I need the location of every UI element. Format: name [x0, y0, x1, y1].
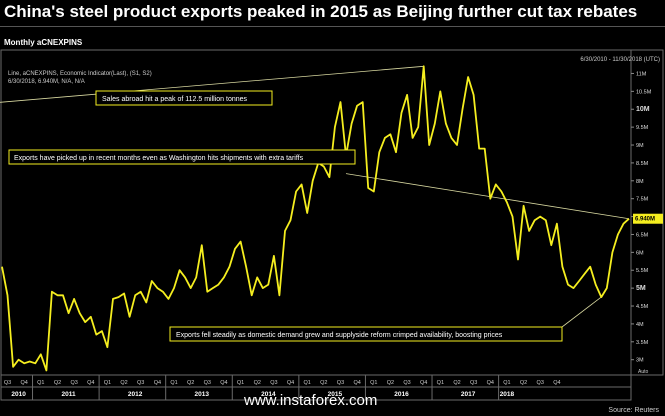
x-quarter-label: Q1	[503, 380, 510, 386]
x-quarter-label: Q4	[220, 380, 227, 386]
y-tick-label: 6.5M	[636, 232, 649, 238]
y-tick-label: 7.5M	[636, 197, 649, 203]
annotation-recent-text: Exports have picked up in recent months …	[14, 155, 304, 162]
x-quarter-label: Q4	[487, 380, 494, 386]
y-tick-label: 9M	[636, 143, 644, 149]
y-tick-label: 10.5M	[636, 89, 652, 95]
source-credit: Source: Reuters	[608, 407, 659, 414]
x-quarter-label: Q1	[304, 380, 311, 386]
x-quarter-label: Q4	[154, 380, 161, 386]
y-tick-label: 9.5M	[636, 125, 649, 131]
x-quarter-label: Q3	[4, 380, 11, 386]
series-line-aCNEXPINS	[1, 65, 630, 372]
x-quarter-label: Q2	[187, 380, 194, 386]
x-quarter-label: Q1	[237, 380, 244, 386]
annotation-peak-text: Sales abroad hit a peak of 112.5 million…	[102, 96, 248, 103]
x-quarter-label: Q1	[104, 380, 111, 386]
y-tick-label: 8.5M	[636, 161, 649, 167]
x-year-label: 2012	[128, 391, 143, 398]
date-range: 6/30/2010 - 11/30/2018 (UTC)	[580, 57, 660, 63]
y-tick-label: 5M	[636, 285, 646, 292]
x-year-label: 2016	[394, 391, 409, 398]
x-quarter-label: Q3	[204, 380, 211, 386]
y-axis-frame	[630, 49, 664, 376]
x-quarter-label: Q4	[353, 380, 360, 386]
x-quarter-label: Q3	[137, 380, 144, 386]
legend-line-1: Line, aCNEXPINS, Economic Indicator(Last…	[8, 71, 152, 77]
x-year-label: 2017	[461, 391, 476, 398]
y-tick-label: 11M	[636, 71, 647, 77]
y-tick-label: 3.5M	[636, 340, 649, 346]
x-axis-ticks: Q3 Q4 Q1 Q2 Q3 Q4 Q1 Q2 Q3 Q4 Q1 Q2 Q3 Q4 Q1 Q2 Q3 Q4 Q1 Q2…	[4, 375, 561, 400]
panel-title: Monthly aCNEXPINS	[4, 38, 83, 47]
x-year-label: 2013	[195, 391, 210, 398]
x-quarter-label: Q2	[54, 380, 61, 386]
x-quarter-label: Q2	[520, 380, 527, 386]
x-quarter-label: Q3	[403, 380, 410, 386]
y-tick-label: 8M	[636, 179, 644, 185]
x-quarter-label: Q2	[320, 380, 327, 386]
y-tick-label: 6M	[636, 250, 644, 256]
annotation-decline-text: Exports fell steadily as domestic demand…	[176, 332, 503, 339]
x-year-label: 2010	[11, 391, 26, 398]
last-value-box	[633, 213, 663, 224]
x-quarter-label: Q4	[553, 380, 560, 386]
trend-line-1	[345, 173, 630, 220]
annotation-recent: Exports have picked up in recent months …	[8, 149, 356, 165]
annotation-decline: Exports fell steadily as domestic demand…	[169, 326, 563, 342]
x-year-label: 2011	[62, 391, 76, 398]
x-quarter-label: Q3	[270, 380, 277, 386]
divider	[0, 26, 665, 27]
x-year-label: 2015	[328, 391, 343, 398]
x-quarter-label: Q1	[37, 380, 44, 386]
y-tick-label: 3M	[636, 358, 644, 364]
x-quarter-label: Q4	[287, 380, 294, 386]
x-quarter-label: Q1	[437, 380, 444, 386]
y-tick-label: 10M	[636, 106, 650, 113]
x-quarter-label: Q2	[120, 380, 127, 386]
x-quarter-label: Q4	[21, 380, 28, 386]
watermark: www.instaforex.com	[244, 392, 378, 409]
y-tick-label: 5.5M	[636, 268, 649, 274]
x-quarter-label: Q3	[337, 380, 344, 386]
x-quarter-label: Q3	[537, 380, 544, 386]
x-quarter-label: Q3	[70, 380, 77, 386]
annotation-peak: Sales abroad hit a peak of 112.5 million…	[95, 90, 273, 106]
x-year-label: 2014	[261, 391, 276, 398]
x-quarter-label: Q3	[470, 380, 477, 386]
x-quarter-label: Q1	[170, 380, 177, 386]
legend-line-2: 6/30/2018, 6.940M, N/A, N/A	[8, 79, 85, 85]
x-quarter-label: Q4	[420, 380, 427, 386]
x-quarter-label: Q4	[87, 380, 94, 386]
annotation-leader-line	[561, 296, 602, 328]
headline: China's steel product exports peaked in …	[4, 2, 638, 21]
y-tick-label: 4.5M	[636, 304, 649, 310]
y-axis-ticks: 3M3.5M4M4.5M5M5.5M6M6.5M7M7.5M8M8.5M9M9.…	[631, 71, 652, 364]
x-quarter-label: Q1	[370, 380, 377, 386]
y-tick-label: 4M	[636, 322, 644, 328]
trend-lines	[0, 65, 630, 328]
x-quarter-label: Q2	[387, 380, 394, 386]
x-quarter-label: Q2	[453, 380, 460, 386]
last-value-label: 6.940M	[635, 217, 655, 223]
auto-label: Auto	[638, 369, 649, 375]
trend-line-0	[0, 65, 424, 103]
x-quarter-label: Q2	[254, 380, 261, 386]
x-year-label: 2018	[500, 391, 515, 398]
